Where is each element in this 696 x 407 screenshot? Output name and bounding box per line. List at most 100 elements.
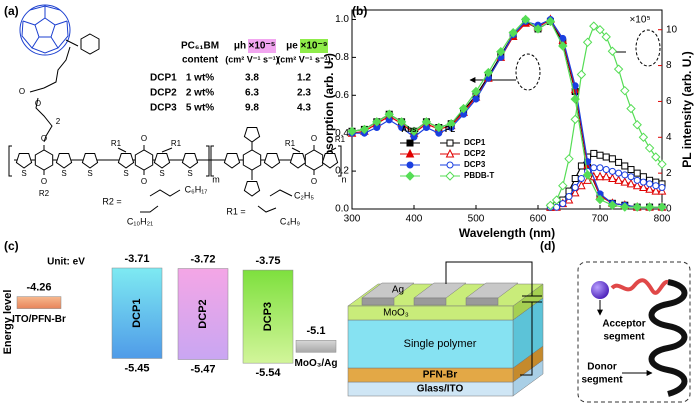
layer-label: Ag bbox=[392, 285, 404, 296]
structure-label: n bbox=[341, 174, 346, 184]
marker bbox=[596, 151, 604, 159]
table-header: ×10⁻⁹ bbox=[301, 41, 328, 52]
ag-front bbox=[361, 297, 395, 306]
electrode-level bbox=[295, 340, 337, 353]
table-header: μh bbox=[234, 41, 246, 52]
inset-label: segment bbox=[581, 375, 623, 386]
side-group bbox=[140, 189, 293, 213]
table-header: ×10⁻⁵ bbox=[249, 41, 276, 52]
legend-label: DCP1 bbox=[464, 138, 486, 147]
electrode-level bbox=[16, 296, 62, 309]
marker bbox=[577, 175, 585, 183]
marker bbox=[545, 16, 556, 27]
bond bbox=[43, 142, 337, 180]
marker bbox=[445, 148, 455, 158]
x-tick-label: 700 bbox=[592, 214, 609, 225]
marker bbox=[590, 164, 598, 172]
marker bbox=[632, 120, 642, 130]
marker bbox=[582, 37, 593, 47]
table-cell: 1.2 bbox=[297, 73, 311, 84]
marker bbox=[646, 180, 654, 188]
structure-label: 2 bbox=[56, 117, 61, 126]
marker bbox=[471, 86, 481, 97]
marker bbox=[601, 32, 611, 42]
marker bbox=[577, 180, 586, 190]
marker bbox=[607, 200, 618, 210]
electrode-label: MoO₃/Ag bbox=[295, 358, 338, 369]
marker bbox=[406, 139, 414, 147]
table-header: μe bbox=[286, 41, 298, 52]
plot-frame bbox=[351, 9, 663, 210]
ring bbox=[321, 153, 339, 169]
panel-label: (d) bbox=[540, 239, 555, 253]
structure-label: R1 bbox=[111, 139, 122, 148]
y-tick-label: 0.0 bbox=[335, 204, 349, 215]
marker bbox=[633, 169, 641, 177]
marker bbox=[633, 176, 641, 184]
marker bbox=[657, 159, 667, 169]
ring bbox=[289, 153, 307, 169]
y2-tick-label: 6 bbox=[666, 96, 672, 107]
ring bbox=[243, 181, 261, 197]
marker bbox=[405, 171, 415, 181]
ring bbox=[55, 153, 73, 169]
structure-label: R2 = bbox=[102, 196, 121, 206]
circuit-wire bbox=[445, 261, 542, 376]
marker bbox=[590, 149, 598, 157]
ag-front bbox=[413, 297, 447, 306]
bracket bbox=[8, 145, 342, 177]
x-tick-label: 800 bbox=[654, 214, 671, 225]
scale-highlight bbox=[300, 39, 328, 53]
structure-label: O bbox=[141, 177, 147, 186]
marker bbox=[571, 183, 579, 191]
structure-label: S bbox=[187, 169, 192, 178]
panel-label: (c) bbox=[4, 239, 19, 253]
marker bbox=[601, 171, 611, 181]
marker bbox=[577, 162, 585, 170]
marker bbox=[446, 139, 454, 147]
marker bbox=[620, 85, 630, 96]
marker bbox=[347, 126, 357, 137]
material-label: DCP3 bbox=[262, 302, 274, 331]
ring bbox=[117, 153, 135, 169]
marker bbox=[638, 132, 649, 142]
marker bbox=[608, 155, 616, 163]
homo-label: -5.47 bbox=[190, 363, 215, 375]
marker bbox=[359, 124, 370, 135]
table-cell: 2 wt% bbox=[186, 88, 214, 99]
marker bbox=[445, 171, 455, 181]
table-cell: DCP3 bbox=[150, 103, 177, 114]
y2-tick-label: 4 bbox=[666, 132, 672, 143]
marker bbox=[570, 114, 580, 125]
structure-label: O bbox=[311, 134, 317, 143]
ring bbox=[81, 153, 99, 169]
ag-front bbox=[465, 297, 499, 306]
annotation: ×10⁵ bbox=[629, 15, 650, 26]
table-header: (cm² V⁻¹ s⁻¹) bbox=[225, 54, 279, 64]
axis-label: Energy level bbox=[2, 290, 14, 355]
ring bbox=[153, 153, 171, 169]
fullerene bbox=[19, 4, 71, 56]
marker bbox=[421, 117, 432, 127]
marker bbox=[565, 192, 573, 200]
structure-label: C₄H₉ bbox=[280, 216, 301, 226]
dashed-circle bbox=[635, 29, 661, 67]
structure-label: R1 bbox=[171, 139, 182, 148]
structure-label: m bbox=[212, 174, 220, 184]
marker bbox=[632, 202, 642, 212]
energy-label: -5.1 bbox=[307, 325, 326, 337]
marker bbox=[608, 167, 616, 175]
marker bbox=[621, 171, 629, 179]
marker bbox=[583, 175, 592, 184]
marker bbox=[602, 153, 610, 161]
energy-bar bbox=[242, 269, 294, 364]
marker bbox=[446, 161, 454, 169]
y-tick-label: 0.2 bbox=[335, 166, 349, 177]
ring bbox=[34, 149, 54, 171]
marker bbox=[576, 69, 587, 80]
marker bbox=[405, 148, 415, 158]
inset-frame bbox=[577, 261, 691, 403]
marker bbox=[558, 180, 568, 191]
y-tick-label: 1.0 bbox=[335, 14, 349, 25]
marker bbox=[458, 103, 469, 114]
